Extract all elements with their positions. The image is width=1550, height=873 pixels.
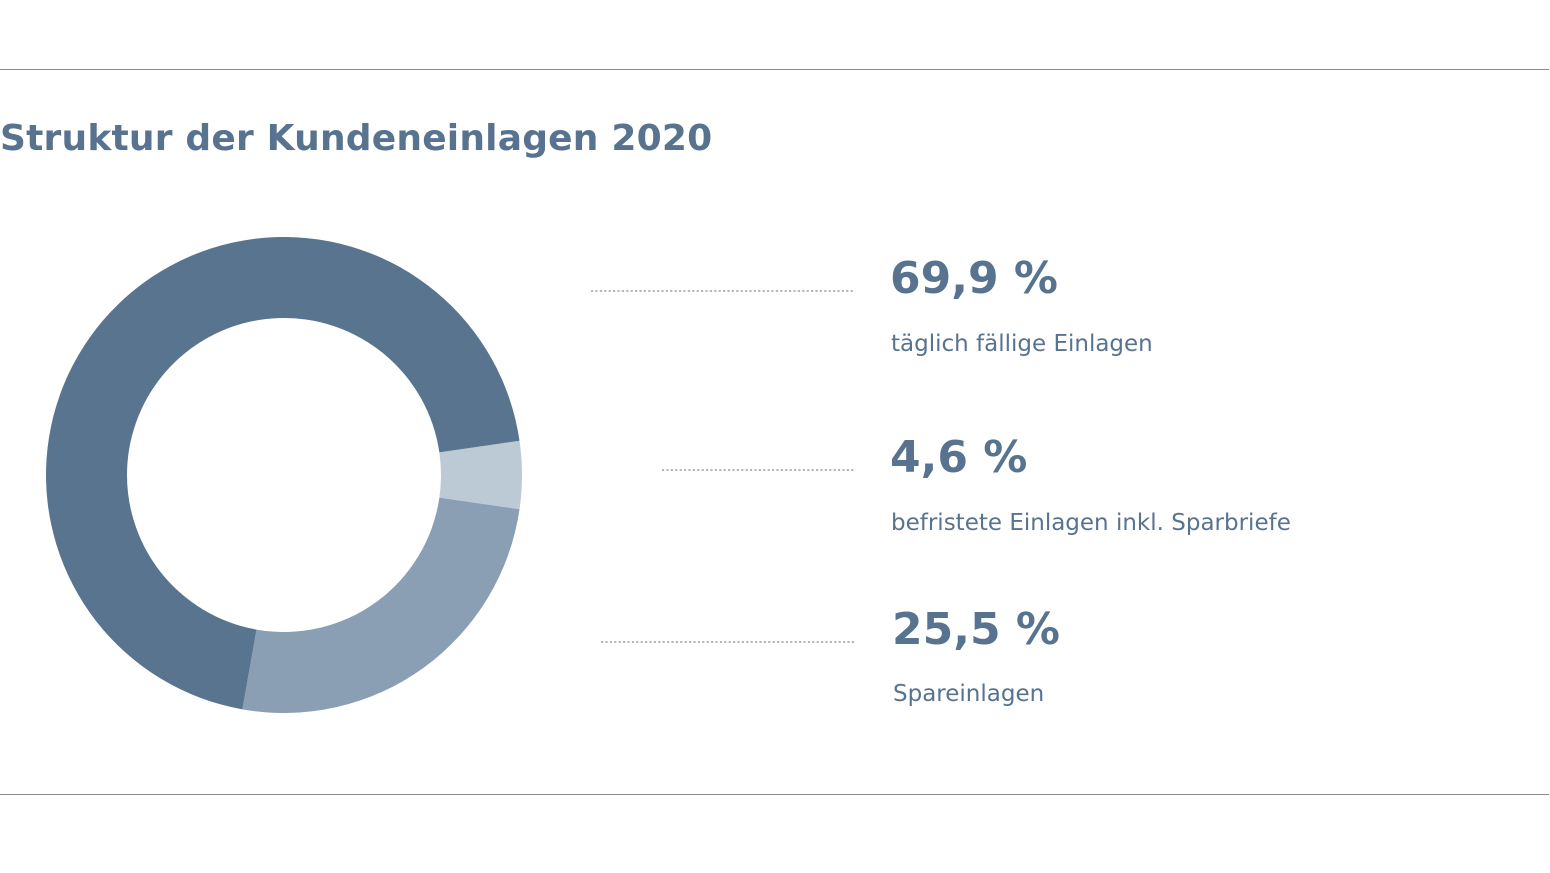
donut-slice-befristete-einlagen-inkl-sparbriefe (439, 440, 522, 510)
bottom-divider (0, 794, 1549, 795)
chart-title: Struktur der Kundeneinlagen 2020 (0, 118, 713, 159)
slice-value-spareinlagen: 25,5 % (892, 604, 1060, 655)
slice-label-befristete-einlagen-inkl-sparbriefe: befristete Einlagen inkl. Sparbriefe (891, 510, 1291, 536)
donut-slice-taeglich-faellige-einlagen (46, 237, 520, 710)
slice-value-befristete-einlagen-inkl-sparbriefe: 4,6 % (890, 432, 1027, 483)
chart-legend: 69,9 % täglich fällige Einlagen 4,6 % befri… (591, 253, 1291, 707)
slice-label-spareinlagen: Spareinlagen (893, 681, 1044, 707)
donut-slices (46, 237, 522, 713)
slice-label-taeglich-faellige-einlagen: täglich fällige Einlagen (891, 331, 1153, 357)
donut-slice-spareinlagen (242, 497, 520, 713)
top-divider (0, 69, 1549, 70)
slice-value-taeglich-faellige-einlagen: 69,9 % (890, 253, 1058, 304)
